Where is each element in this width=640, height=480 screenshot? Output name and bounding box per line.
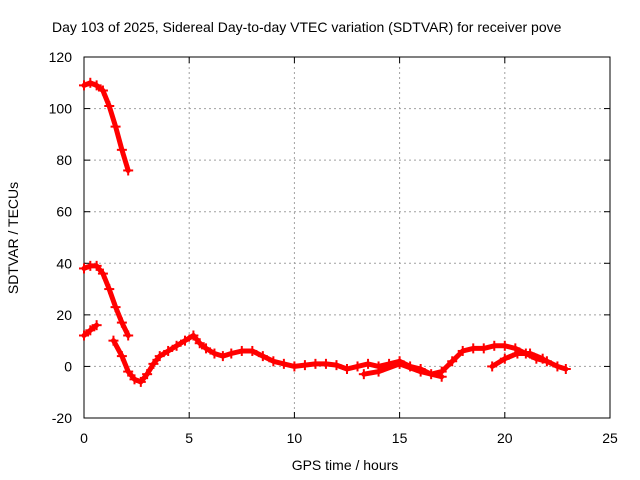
- data-point: [171, 340, 182, 351]
- data-series: [79, 77, 571, 387]
- x-tick-label: 20: [497, 430, 513, 446]
- data-point: [363, 358, 374, 369]
- x-tick-label: 5: [185, 430, 193, 446]
- data-point: [447, 356, 458, 367]
- y-axis-label: SDTVAR / TECUs: [5, 182, 21, 294]
- data-point: [512, 348, 523, 359]
- data-point: [129, 374, 140, 385]
- data-point: [85, 325, 96, 336]
- data-point: [499, 340, 510, 351]
- tick-labels: 0 5 10 15 20 25 -20 0 20 40 60 80 100 120: [49, 49, 618, 446]
- chart-title: Day 103 of 2025, Sidereal Day-to-day VTE…: [52, 19, 562, 35]
- axis-ticks: [83, 56, 611, 419]
- data-point: [179, 335, 190, 346]
- data-point: [79, 263, 89, 274]
- x-tick-label: 15: [392, 430, 408, 446]
- y-tick-label: 80: [56, 152, 72, 168]
- data-point: [201, 343, 212, 354]
- data-point: [142, 369, 153, 380]
- data-point: [499, 353, 510, 364]
- data-point: [91, 260, 102, 271]
- data-point: [236, 345, 247, 356]
- data-point: [478, 343, 489, 354]
- data-point: [123, 366, 134, 377]
- data-point: [289, 361, 300, 372]
- x-tick-label: 10: [287, 430, 303, 446]
- data-point: [457, 345, 468, 356]
- data-point: [188, 330, 199, 341]
- x-tick-label: 25: [602, 430, 618, 446]
- data-point: [331, 360, 342, 371]
- data-point: [415, 366, 426, 377]
- data-point: [91, 80, 102, 91]
- data-point: [163, 345, 174, 356]
- data-point: [352, 361, 363, 372]
- series-line-main: [111, 333, 569, 385]
- data-point: [257, 351, 268, 362]
- data-point: [116, 351, 127, 362]
- data-point: [79, 80, 89, 91]
- y-tick-label: 0: [64, 358, 72, 374]
- data-point: [436, 371, 447, 382]
- data-point: [104, 100, 115, 111]
- data-point: [489, 340, 500, 351]
- series-line-upper: [81, 80, 131, 173]
- data-point: [487, 361, 498, 372]
- data-point: [148, 358, 159, 369]
- data-point: [217, 351, 228, 362]
- data-point: [123, 165, 134, 176]
- data-point: [110, 302, 121, 313]
- data-point: [552, 361, 563, 372]
- data-point: [299, 360, 310, 371]
- data-point: [560, 364, 571, 375]
- data-point: [108, 335, 119, 346]
- data-point: [154, 351, 165, 362]
- data-point: [116, 317, 127, 328]
- data-point: [278, 358, 289, 369]
- plot-frame: [83, 56, 611, 419]
- x-axis-label: GPS time / hours: [292, 457, 399, 473]
- data-point: [104, 284, 115, 295]
- data-point: [537, 353, 548, 364]
- y-tick-label: 120: [49, 49, 73, 65]
- y-tick-label: -20: [52, 410, 72, 426]
- data-point: [358, 369, 369, 380]
- data-point: [209, 348, 220, 359]
- data-point: [110, 121, 121, 132]
- data-point: [247, 345, 258, 356]
- x-tick-label: 0: [80, 430, 88, 446]
- y-tick-label: 60: [56, 204, 72, 220]
- data-point: [525, 348, 536, 359]
- y-tick-label: 100: [49, 101, 73, 117]
- data-point: [194, 338, 205, 349]
- data-point: [373, 366, 384, 377]
- y-tick-label: 40: [56, 255, 72, 271]
- data-point: [85, 77, 96, 88]
- data-point: [97, 268, 108, 279]
- data-point: [310, 358, 321, 369]
- data-point: [268, 356, 279, 367]
- data-point: [97, 85, 108, 96]
- grid: [84, 57, 610, 418]
- data-point: [468, 343, 479, 354]
- data-point: [226, 348, 237, 359]
- data-point: [91, 320, 102, 331]
- data-point: [135, 376, 146, 387]
- data-point: [116, 144, 127, 155]
- data-point: [79, 330, 89, 341]
- data-point: [342, 364, 352, 375]
- data-point: [394, 358, 405, 369]
- data-point: [123, 330, 134, 341]
- data-point: [320, 358, 331, 369]
- y-tick-label: 20: [56, 307, 72, 323]
